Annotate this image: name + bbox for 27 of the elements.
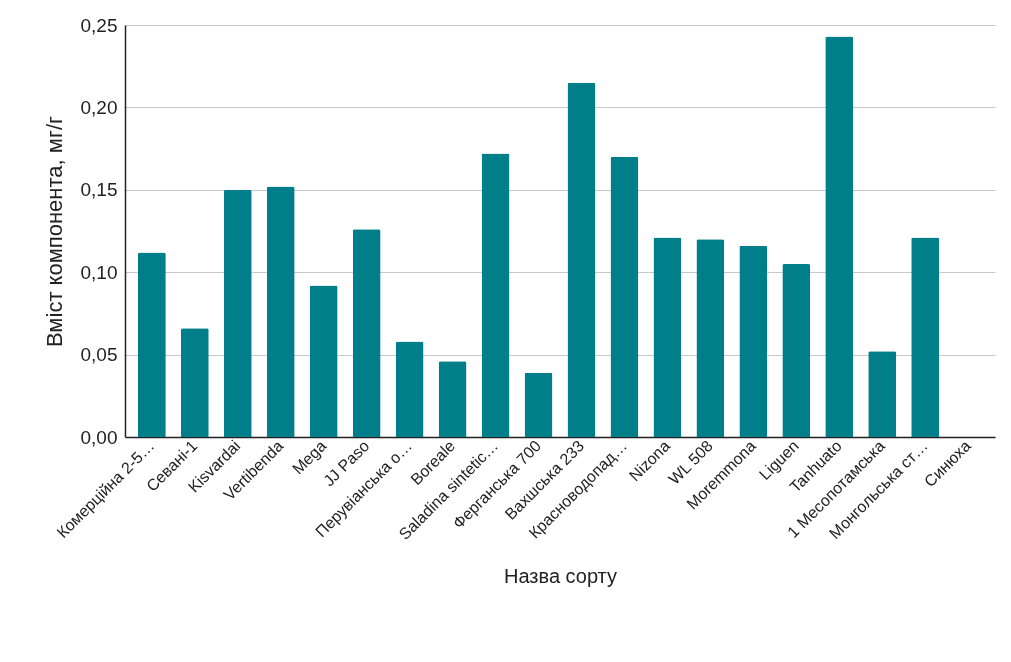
bar	[223, 189, 252, 437]
x-axis-title: Назва сорту	[503, 564, 618, 587]
bar	[395, 341, 424, 437]
y-tick-label: 0,00	[80, 426, 118, 448]
y-tick-label: 0,15	[80, 179, 118, 201]
bar	[696, 239, 725, 437]
bar	[180, 328, 209, 437]
bar	[567, 82, 596, 437]
bar	[825, 36, 854, 437]
y-tick-label: 0,05	[80, 344, 118, 366]
bar	[309, 285, 338, 437]
y-axis-title: Вміст компонента, мг/г	[41, 115, 67, 348]
bar	[266, 186, 295, 437]
y-tick-label: 0,20	[80, 96, 118, 118]
bar	[610, 156, 639, 437]
bar	[352, 229, 381, 437]
bar	[524, 372, 553, 437]
bar	[653, 237, 682, 437]
bar	[438, 361, 467, 437]
bar	[911, 237, 940, 437]
bar	[782, 263, 811, 437]
bar	[739, 245, 768, 437]
y-tick-label: 0,10	[80, 261, 118, 283]
bar	[137, 252, 166, 437]
y-tick-label: 0,25	[80, 14, 118, 36]
bar	[481, 153, 510, 437]
bar	[868, 351, 897, 437]
